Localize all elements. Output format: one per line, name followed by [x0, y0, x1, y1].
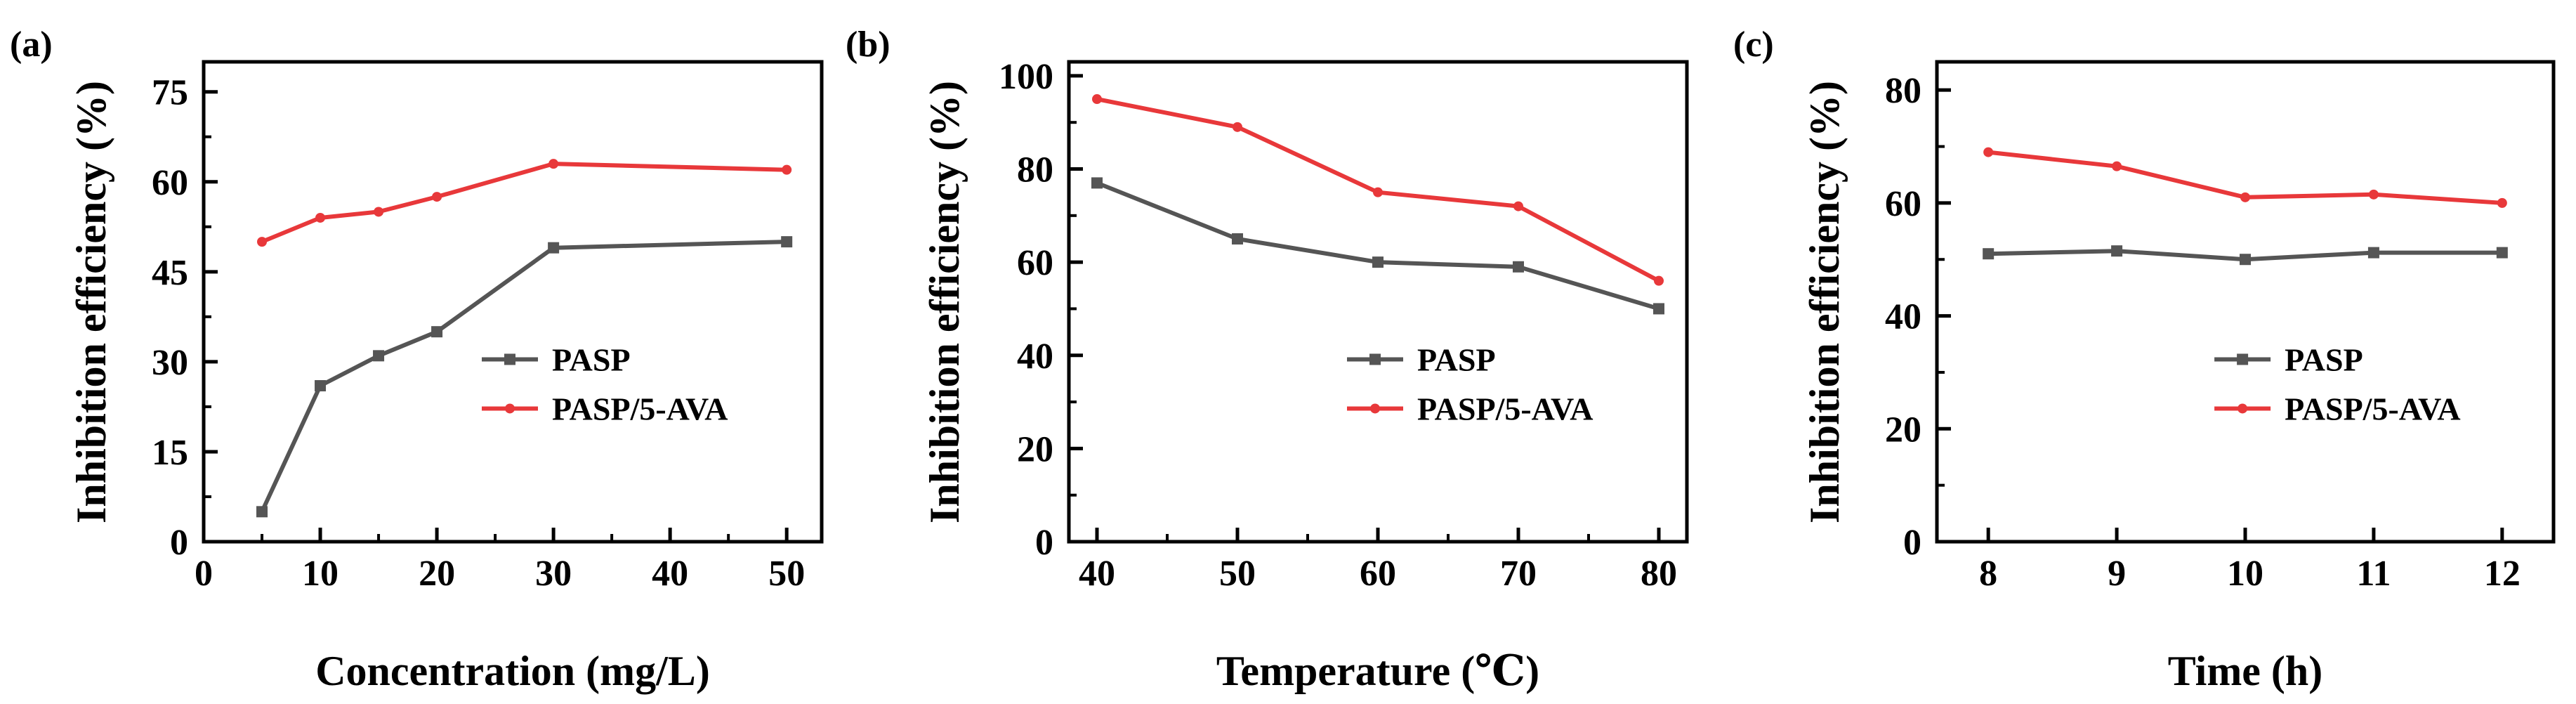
chart-panel-1: (a) 0 15 30 45 60 75 0 10 20 30 40 50 Concentration (…: [10, 25, 824, 694]
x-tick-label: 50: [768, 554, 805, 594]
x-tick-label: 10: [2227, 554, 2263, 594]
y-tick-label: 60: [1017, 243, 1053, 283]
chart-panel-2: (b) 0 20 40 60 80 100 40 50 60 70 80 Temperature (℃)…: [846, 25, 1689, 694]
x-tick-label: 0: [195, 554, 213, 594]
y-tick-label: 100: [999, 57, 1053, 97]
data-point-pasp-5ava: [1233, 122, 1242, 132]
data-point-pasp-5ava: [1983, 147, 1994, 157]
series-line-pasp-5ava: [261, 162, 787, 244]
legend-label: PASP: [1417, 341, 1496, 377]
y-tick-label: 40: [1017, 337, 1053, 377]
chart-panel-3: (c) 0 20 40 60 80 8 9 10 11 12 Time (h) Inhibition e…: [1733, 25, 2556, 694]
data-point-pasp: [1372, 256, 1384, 268]
x-tick-label: 20: [419, 554, 455, 594]
series-line-pasp: [260, 240, 787, 513]
data-point-pasp: [431, 326, 443, 338]
x-tick-label: 11: [2356, 554, 2391, 594]
legend-marker: [1370, 403, 1380, 414]
legend-marker: [505, 403, 515, 414]
data-point-pasp: [1232, 233, 1243, 245]
data-point-pasp-5ava: [2112, 161, 2122, 171]
data-point-pasp-5ava: [315, 212, 326, 223]
data-point-pasp: [1653, 303, 1664, 315]
y-tick-label: 60: [1885, 184, 1921, 224]
y-tick-label: 60: [152, 163, 188, 203]
panel-label: (b): [846, 25, 891, 65]
panel-label: (a): [10, 25, 53, 65]
x-tick-label: 8: [1979, 554, 1997, 594]
data-point-pasp: [2240, 254, 2251, 266]
data-point-pasp: [256, 506, 268, 518]
data-point-pasp: [1983, 248, 1995, 260]
y-axis-title: Inhibition efficiency (%): [68, 81, 114, 523]
data-point-pasp-5ava: [2368, 189, 2379, 200]
data-point-pasp-5ava: [782, 164, 792, 175]
data-point-pasp-5ava: [2240, 192, 2250, 202]
x-tick-label: 80: [1641, 554, 1677, 594]
x-tick-label: 60: [1360, 554, 1396, 594]
data-point-pasp: [2496, 247, 2508, 259]
data-point-pasp-5ava: [374, 207, 384, 217]
y-tick-label: 80: [1885, 71, 1921, 111]
legend-label: PASP: [552, 341, 631, 377]
y-tick-label: 20: [1017, 429, 1053, 469]
x-tick-label: 10: [302, 554, 339, 594]
x-axis-title: Temperature (℃): [1216, 648, 1539, 694]
x-axis-title: Concentration (mg/L): [315, 648, 710, 694]
x-tick-label: 50: [1219, 554, 1256, 594]
x-tick-label: 40: [652, 554, 688, 594]
data-point-pasp: [1513, 261, 1524, 273]
legend-label: PASP/5-AVA: [552, 391, 728, 426]
legend-marker: [1369, 353, 1381, 365]
data-point-pasp-5ava: [1373, 187, 1383, 197]
y-tick-label: 0: [170, 523, 188, 563]
y-tick-label: 80: [1017, 150, 1053, 190]
data-point-pasp: [781, 236, 793, 248]
data-point-pasp: [315, 380, 327, 392]
y-tick-label: 0: [1035, 523, 1053, 563]
y-tick-label: 20: [1885, 410, 1921, 450]
plot-frame: [202, 60, 824, 544]
data-point-pasp-5ava: [1092, 94, 1102, 105]
y-tick-label: 30: [152, 343, 188, 383]
x-tick-label: 12: [2484, 554, 2521, 594]
y-tick-label: 75: [152, 73, 188, 113]
legend-marker: [2237, 403, 2248, 414]
y-axis-title: Inhibition efficiency (%): [1801, 81, 1848, 523]
x-tick-label: 30: [535, 554, 572, 594]
legend-marker: [504, 353, 515, 365]
data-point-pasp: [2111, 245, 2123, 257]
data-point-pasp: [373, 350, 385, 362]
y-axis-title: Inhibition efficiency (%): [921, 81, 968, 523]
x-axis-title: Time (h): [2168, 648, 2323, 694]
data-point-pasp-5ava: [2497, 197, 2507, 208]
legend-label: PASP/5-AVA: [2285, 391, 2460, 426]
x-tick-label: 70: [1500, 554, 1537, 594]
legend-marker: [2237, 353, 2249, 365]
data-point-pasp: [2367, 247, 2379, 259]
data-point-pasp: [1091, 177, 1103, 189]
y-tick-label: 15: [152, 433, 188, 473]
data-point-pasp: [548, 242, 560, 254]
x-tick-label: 9: [2108, 554, 2126, 594]
y-tick-label: 0: [1903, 523, 1921, 563]
data-point-pasp-5ava: [257, 237, 268, 247]
data-point-pasp-5ava: [1513, 201, 1523, 211]
x-tick-label: 40: [1079, 554, 1115, 594]
legend-label: PASP: [2285, 341, 2363, 377]
y-tick-label: 45: [152, 253, 188, 293]
data-point-pasp-5ava: [432, 192, 442, 202]
legend-label: PASP/5-AVA: [1417, 391, 1593, 426]
data-point-pasp-5ava: [1654, 275, 1664, 286]
panel-label: (c): [1733, 25, 1774, 65]
data-point-pasp-5ava: [548, 159, 559, 169]
y-tick-label: 40: [1885, 297, 1921, 337]
